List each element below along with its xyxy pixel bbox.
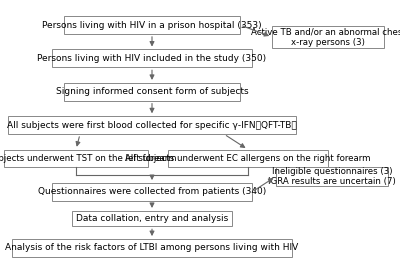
Text: Signing informed consent form of subjects: Signing informed consent form of subject…	[56, 87, 248, 96]
Text: Analysis of the risk factors of LTBI among persons living with HIV: Analysis of the risk factors of LTBI amo…	[5, 244, 299, 252]
FancyBboxPatch shape	[64, 83, 240, 101]
FancyBboxPatch shape	[4, 150, 148, 167]
FancyBboxPatch shape	[12, 239, 292, 257]
Text: All subjects underwent EC allergens on the right forearm: All subjects underwent EC allergens on t…	[125, 154, 371, 163]
Text: All subjects underwent TST on the left forearm: All subjects underwent TST on the left f…	[0, 154, 177, 163]
FancyBboxPatch shape	[64, 16, 240, 34]
FancyBboxPatch shape	[276, 167, 388, 186]
FancyBboxPatch shape	[272, 26, 384, 48]
Text: Data collation, entry and analysis: Data collation, entry and analysis	[76, 214, 228, 223]
Text: Ineligible questionnaires (3)
IGRA results are uncertain (7): Ineligible questionnaires (3) IGRA resul…	[268, 167, 396, 186]
FancyBboxPatch shape	[8, 116, 296, 134]
FancyBboxPatch shape	[72, 211, 232, 226]
Text: Persons living with HIV in a prison hospital (353): Persons living with HIV in a prison hosp…	[42, 21, 262, 30]
FancyBboxPatch shape	[52, 183, 252, 201]
Text: Questionnaires were collected from patients (340): Questionnaires were collected from patie…	[38, 187, 266, 197]
FancyBboxPatch shape	[168, 150, 328, 167]
Text: All subjects were first blood collected for specific γ-IFN（QFT-TB）: All subjects were first blood collected …	[7, 121, 297, 130]
Text: Persons living with HIV included in the study (350): Persons living with HIV included in the …	[38, 54, 266, 63]
FancyBboxPatch shape	[52, 49, 252, 67]
Text: Active TB and/or an abnormal chest
x-ray persons (3): Active TB and/or an abnormal chest x-ray…	[251, 27, 400, 47]
